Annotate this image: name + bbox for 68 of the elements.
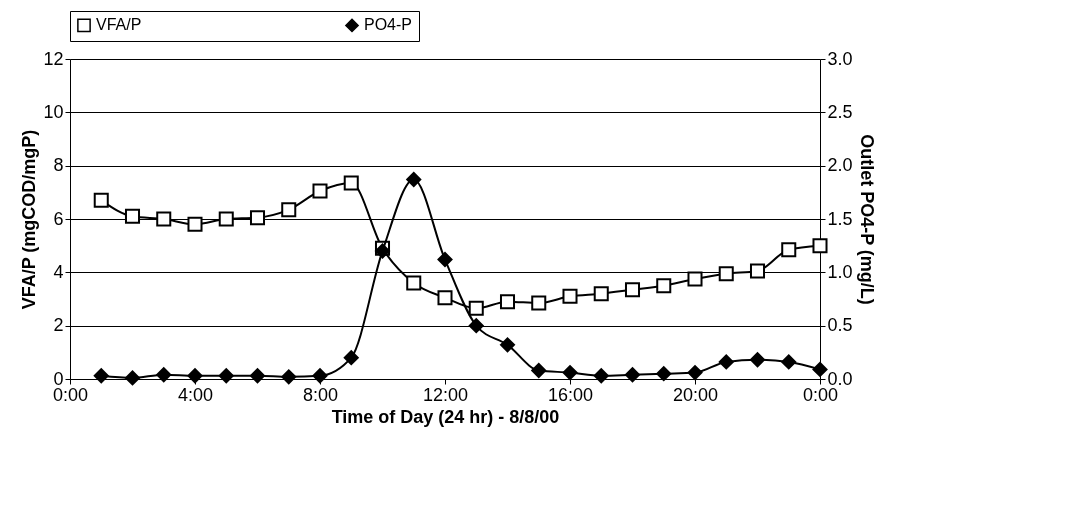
y2-axis-title: Outlet PO4-P (mg/L) [856,134,877,305]
y-tick-label: 6 [53,208,64,229]
point [281,202,297,218]
point [593,286,609,302]
y2-tick-label: 1.0 [827,261,853,282]
y2-tick-label: 2.5 [827,101,853,122]
point [468,318,484,334]
point [656,278,672,294]
point [124,370,141,386]
y-tick-label: 8 [53,155,64,176]
point [562,365,578,381]
point [156,211,172,227]
point [343,350,359,366]
point [718,354,734,370]
legend-label: PO4-P [364,16,413,34]
y2-tick-label: 1.5 [827,208,853,229]
point [156,367,172,383]
x-tick-label: 12:00 [422,384,469,405]
point [656,366,672,382]
y2-tick-label: 2.0 [827,155,853,176]
point [749,352,766,368]
point [749,263,766,279]
point [718,266,734,282]
y2-tick-label: 0.5 [827,315,853,336]
point [624,282,641,298]
y-axis-title: VFA/P (mgCOD/mgP) [19,129,40,310]
point [593,368,609,384]
point [531,295,547,311]
x-tick-label: 8:00 [302,384,339,405]
point [312,183,328,199]
x-tick-label: 20:00 [672,384,719,405]
point [281,369,297,385]
point [406,275,422,291]
point [187,368,203,384]
y-tick-label: 12 [43,48,64,69]
point [343,175,359,191]
point [124,208,141,224]
point [218,368,234,384]
point [624,367,641,383]
point [468,300,484,316]
point [781,242,797,258]
point [781,354,797,370]
point [406,172,422,188]
point [812,361,828,377]
y2-tick-label: 3.0 [827,48,853,69]
y-tick-label: 10 [43,101,64,122]
point [312,368,328,384]
point [499,294,516,310]
point [687,365,703,381]
point [437,252,453,268]
point [93,192,109,208]
y-tick-label: 4 [53,261,64,282]
point [93,368,109,384]
x-tick-label: 4:00 [177,384,214,405]
point [218,211,234,227]
x-tick-label: 16:00 [547,384,594,405]
y-tick-label: 2 [53,315,64,336]
point [437,290,453,306]
point [249,368,266,384]
point [812,238,828,254]
x-axis-title: Time of Day (24 hr) - 8/8/00 [331,406,560,427]
point [531,362,547,378]
point [687,271,703,287]
point [187,216,203,232]
point [562,288,578,304]
point [499,337,516,353]
legend-label: VFA/P [96,16,142,34]
point [249,210,266,226]
